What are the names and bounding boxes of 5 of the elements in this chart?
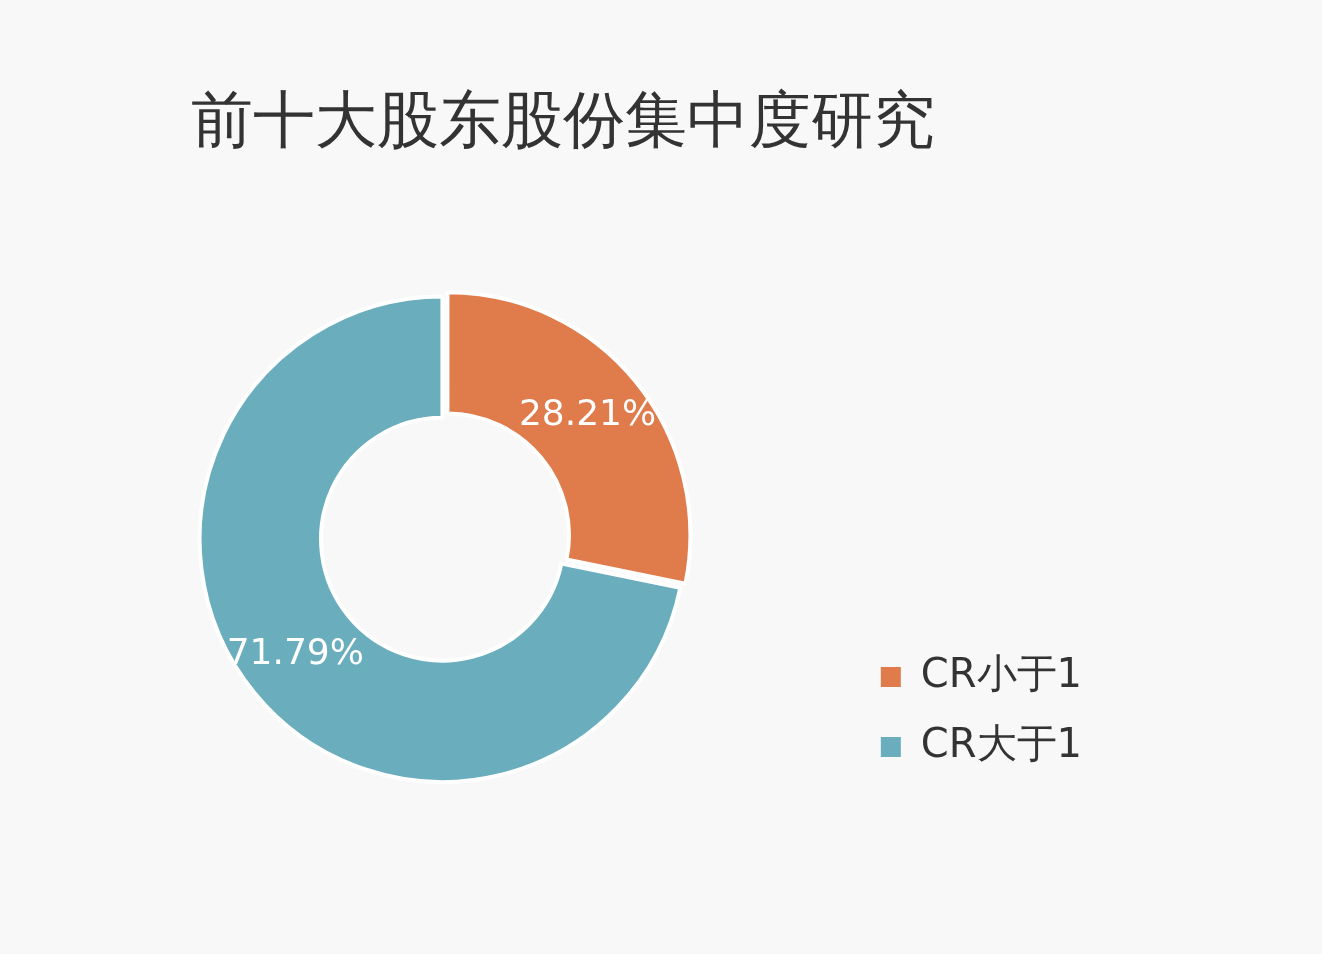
chart-title: 前十大股东股份集中度研究 <box>191 83 935 157</box>
data-label: 28.21% <box>518 392 657 434</box>
data-label: 71.79% <box>226 630 364 672</box>
legend-label: CR小于1 <box>920 650 1082 697</box>
legend-label: CR大于1 <box>920 720 1082 767</box>
